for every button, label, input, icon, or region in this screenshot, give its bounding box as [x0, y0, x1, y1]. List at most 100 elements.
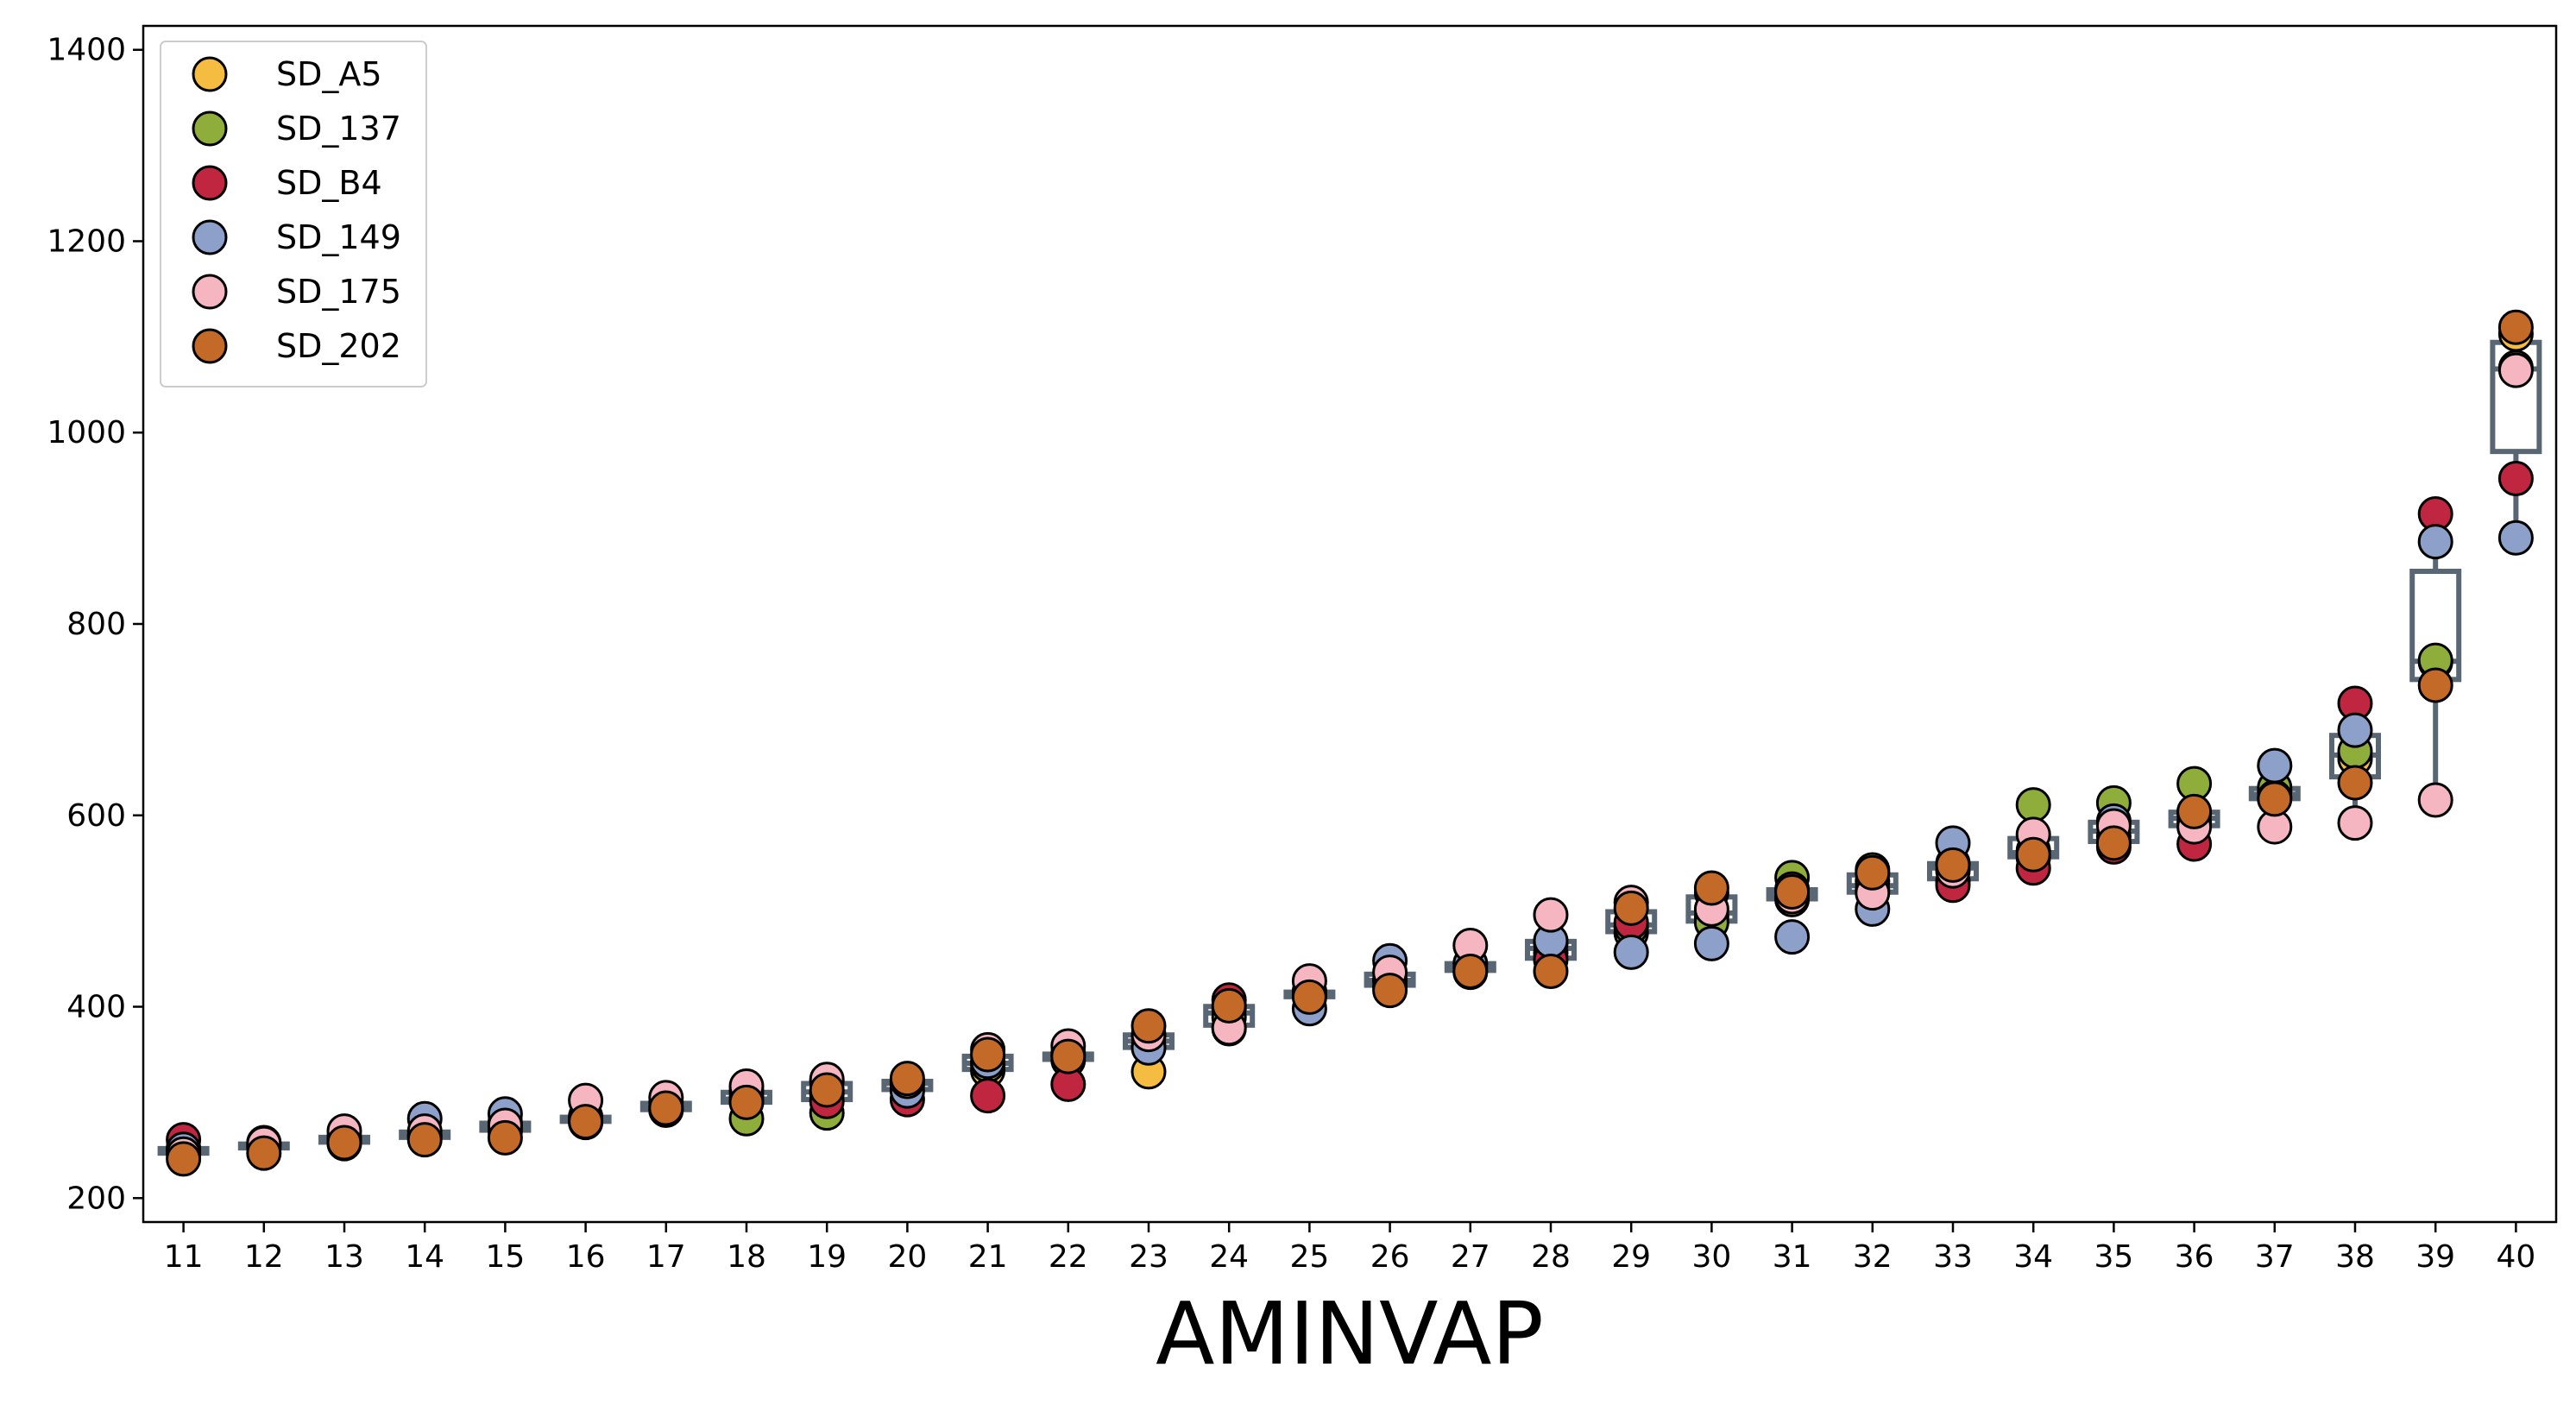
point-SD_149-30 [1693, 925, 1729, 961]
x-tick-label: 22 [1049, 1239, 1088, 1275]
x-tick-label: 33 [1933, 1239, 1973, 1275]
x-tick-label: 27 [1451, 1239, 1490, 1275]
legend-marker-SD_137 [192, 110, 228, 147]
point-SD_202-35 [2095, 825, 2132, 861]
x-tick-label: 40 [2496, 1239, 2535, 1275]
point-SD_149-38 [2337, 712, 2373, 748]
x-tick-label: 35 [2094, 1239, 2133, 1275]
point-SD_202-11 [166, 1141, 202, 1177]
legend-label-SD_149: SD_149 [276, 218, 401, 256]
x-axis-title: AMINVAP [1156, 1283, 1544, 1384]
legend-label-SD_202: SD_202 [276, 327, 401, 365]
point-SD_202-40 [2497, 309, 2534, 345]
x-tick-label: 12 [244, 1239, 284, 1275]
point-SD_202-30 [1693, 870, 1729, 906]
point-SD_202-39 [2417, 667, 2453, 703]
x-tick-label: 36 [2175, 1239, 2214, 1275]
point-SD_202-21 [970, 1036, 1006, 1073]
x-tick-label: 26 [1370, 1239, 1410, 1275]
x-tick-label: 34 [2013, 1239, 2053, 1275]
x-tick-label: 17 [646, 1239, 686, 1275]
x-tick-label: 37 [2255, 1239, 2295, 1275]
point-SD_149-29 [1613, 934, 1649, 970]
legend-marker-SD_A5 [192, 56, 228, 92]
series-SD_202 [166, 309, 2534, 1177]
x-tick-label: 24 [1209, 1239, 1249, 1275]
y-axis: 200 400 600 800 1000 1200 1400 [47, 33, 143, 1216]
point-SD_175-40 [2497, 352, 2534, 388]
point-SD_202-13 [326, 1125, 362, 1161]
x-axis: 11 12 13 14 15 16 17 18 19 20 21 22 23 24 25 26 27 28 29 30… [164, 1222, 2535, 1275]
data-points [166, 309, 2534, 1177]
point-SD_202-17 [648, 1090, 684, 1126]
legend-marker-SD_175 [192, 274, 228, 310]
point-SD_202-24 [1211, 987, 1247, 1024]
y-tick-label: 1400 [47, 33, 126, 68]
point-SD_149-37 [2257, 747, 2293, 784]
point-SD_149-31 [1774, 919, 1811, 955]
point-SD_137-34 [2015, 787, 2051, 823]
point-SD_B4-21 [970, 1078, 1006, 1114]
y-tick-label: 1200 [47, 224, 126, 259]
point-SD_202-37 [2257, 781, 2293, 817]
y-tick-label: 1000 [47, 415, 126, 450]
legend-label-SD_A5: SD_A5 [276, 55, 382, 93]
legend-label-SD_137: SD_137 [276, 110, 401, 148]
point-SD_202-27 [1452, 953, 1489, 989]
x-tick-label: 14 [405, 1239, 444, 1275]
legend-label-SD_B4: SD_B4 [276, 164, 382, 202]
point-SD_149-39 [2417, 524, 2453, 560]
point-SD_202-28 [1533, 953, 1569, 989]
point-SD_202-38 [2337, 765, 2373, 801]
legend-marker-SD_149 [192, 219, 228, 255]
point-SD_202-34 [2015, 836, 2051, 873]
x-tick-label: 39 [2415, 1239, 2455, 1275]
point-SD_202-16 [568, 1104, 604, 1140]
x-tick-label: 23 [1129, 1239, 1168, 1275]
x-tick-label: 28 [1531, 1239, 1571, 1275]
x-tick-label: 19 [807, 1239, 847, 1275]
point-SD_202-36 [2176, 793, 2213, 829]
point-SD_202-29 [1613, 890, 1649, 926]
x-tick-label: 18 [727, 1239, 766, 1275]
x-tick-label: 31 [1773, 1239, 1812, 1275]
legend-label-SD_175: SD_175 [276, 273, 401, 311]
point-SD_202-33 [1935, 847, 1971, 883]
point-SD_202-32 [1855, 854, 1891, 891]
legend: SD_A5 SD_137 SD_B4 SD_149 SD_175 SD_202 [160, 41, 427, 387]
point-SD_202-26 [1372, 973, 1408, 1009]
x-tick-label: 30 [1691, 1239, 1731, 1275]
point-SD_175-28 [1533, 897, 1569, 933]
point-SD_202-12 [246, 1135, 282, 1171]
x-tick-label: 16 [566, 1239, 606, 1275]
point-SD_175-39 [2417, 782, 2453, 818]
point-SD_202-23 [1131, 1008, 1167, 1044]
x-tick-label: 38 [2335, 1239, 2375, 1275]
x-tick-label: 15 [485, 1239, 525, 1275]
point-SD_202-19 [809, 1072, 845, 1108]
x-tick-label: 21 [968, 1239, 1008, 1275]
point-SD_149-40 [2497, 520, 2534, 556]
point-SD_175-38 [2337, 805, 2373, 841]
point-SD_202-15 [487, 1119, 523, 1156]
point-SD_202-22 [1050, 1038, 1086, 1074]
y-tick-label: 400 [66, 990, 126, 1025]
x-tick-label: 29 [1611, 1239, 1651, 1275]
legend-marker-SD_202 [192, 328, 228, 364]
point-SD_202-14 [406, 1122, 443, 1158]
point-SD_B4-40 [2497, 460, 2534, 496]
point-SD_202-31 [1774, 873, 1811, 910]
y-tick-label: 600 [66, 798, 126, 834]
legend-marker-SD_B4 [192, 165, 228, 201]
y-tick-label: 200 [66, 1181, 126, 1216]
x-tick-label: 32 [1853, 1239, 1893, 1275]
y-tick-label: 800 [66, 607, 126, 642]
point-SD_202-25 [1291, 979, 1327, 1015]
x-tick-label: 11 [164, 1239, 204, 1275]
point-SD_202-18 [728, 1084, 765, 1120]
x-tick-label: 13 [324, 1239, 364, 1275]
x-tick-label: 25 [1289, 1239, 1329, 1275]
x-tick-label: 20 [887, 1239, 927, 1275]
